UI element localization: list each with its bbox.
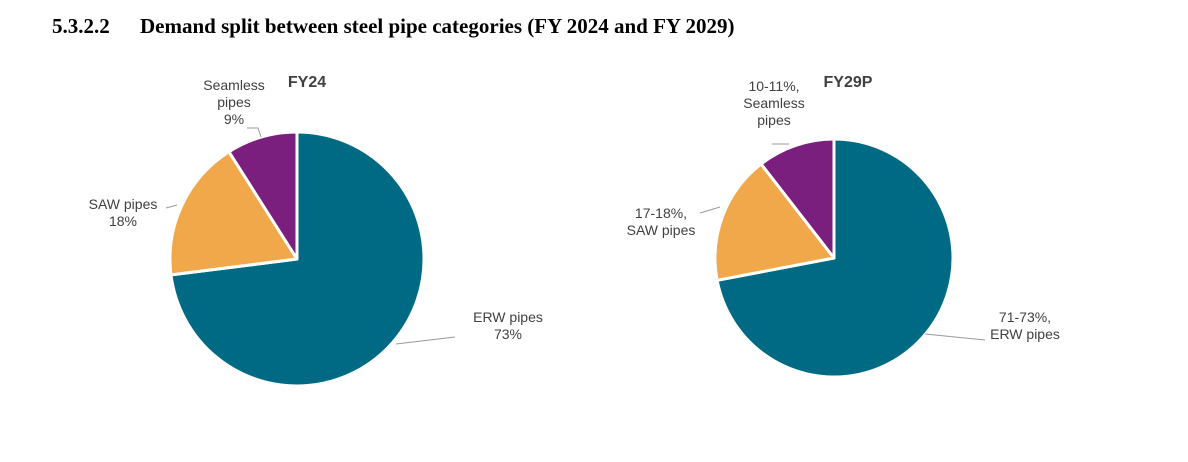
section-number: 5.3.2.2 (52, 14, 110, 38)
pie-chart-fy29p: FY29P 71-73%, ERW pipes 17-18%, SAW pipes 10-… (627, 74, 1060, 379)
data-label-saw: 17-18%, SAW pipes (627, 205, 696, 238)
section-title: Demand split between steel pipe categori… (140, 14, 735, 38)
leader-line-saw (699, 206, 721, 214)
section-heading: 5.3.2.2 Demand split between steel pipe c… (52, 14, 735, 39)
leader-line-saw (165, 204, 178, 209)
chart-title: FY24 (288, 74, 326, 91)
data-label-saw: SAW pipes 18% (89, 196, 158, 229)
leader-line-erw (395, 336, 456, 345)
leader-line-erw (924, 333, 986, 341)
pie-slice-seamless (227, 130, 299, 261)
pie-chart-fy24: FY24 ERW pipes 73% SAW pipes 18% Seamless pipe… (89, 74, 543, 388)
data-label-erw: 71-73%, ERW pipes (990, 309, 1060, 342)
data-label-seamless: Seamless pipes 9% (203, 77, 264, 127)
pie-slice-seamless (759, 137, 836, 260)
pie-slice-saw (168, 150, 299, 277)
chart-title: FY29P (824, 74, 873, 91)
pie-slice-saw (713, 162, 836, 282)
data-label-seamless: 10-11%, Seamless pipes (743, 78, 804, 128)
data-label-erw: ERW pipes 73% (473, 309, 543, 342)
leader-line-seamless (247, 127, 262, 138)
